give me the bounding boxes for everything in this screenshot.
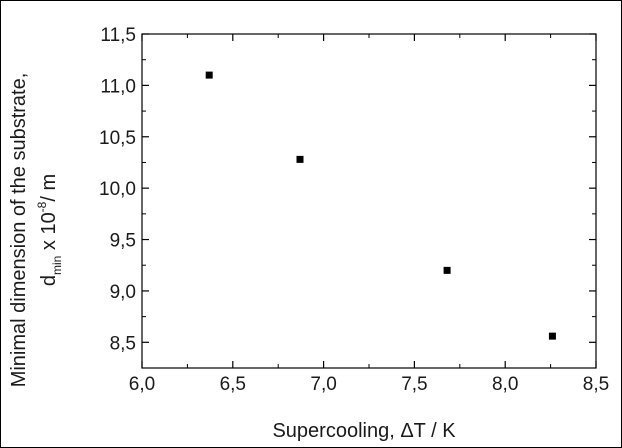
y-tick-label: 9,0 bbox=[110, 282, 136, 303]
y-tick-label: 11,0 bbox=[100, 76, 136, 97]
axes bbox=[141, 33, 597, 369]
y-axis-title-line2: dmin x 10-8/ m bbox=[35, 174, 64, 286]
y-tick-label: 9,5 bbox=[110, 231, 136, 252]
y-axis-superscript: -8 bbox=[35, 201, 49, 212]
data-point bbox=[296, 155, 304, 163]
y-axis-title: Minimal dimension of the substrate, dmin… bbox=[8, 73, 64, 388]
x-tick-label: 7,5 bbox=[401, 374, 427, 395]
data-point bbox=[443, 266, 451, 274]
x-axis-title: Supercooling, ΔT / K bbox=[272, 420, 456, 442]
x-tick-label: 6,0 bbox=[129, 374, 155, 395]
data-points bbox=[205, 71, 556, 340]
y-tick-label: 11,5 bbox=[100, 25, 136, 46]
y-axis-multiplier: x 10 bbox=[38, 212, 60, 255]
data-point bbox=[205, 71, 213, 79]
y-axis-subscript: min bbox=[50, 256, 64, 275]
tick-labels: 6,0 6,5 7,0 7,5 8,0 8,5 8,5 9,0 9,5 10,0 10,5 11,0 1… bbox=[99, 25, 609, 395]
y-tick-label: 10,5 bbox=[99, 128, 136, 149]
y-tick-label: 10,0 bbox=[99, 179, 136, 200]
ticks bbox=[141, 33, 597, 369]
data-point bbox=[548, 332, 556, 340]
plot-area-border bbox=[141, 33, 597, 369]
x-tick-label: 7,0 bbox=[310, 374, 336, 395]
x-tick-label: 8,0 bbox=[492, 374, 518, 395]
y-tick-label: 8,5 bbox=[110, 333, 136, 354]
y-axis-unit: / m bbox=[38, 174, 60, 202]
x-tick-label: 6,5 bbox=[220, 374, 246, 395]
x-tick-label: 8,5 bbox=[583, 374, 609, 395]
y-axis-title-line1: Minimal dimension of the substrate, bbox=[8, 73, 30, 388]
y-axis-symbol: d bbox=[38, 275, 60, 286]
